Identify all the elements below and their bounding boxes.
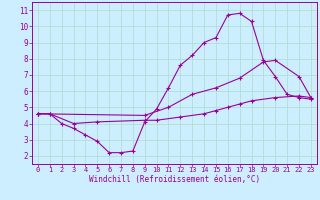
X-axis label: Windchill (Refroidissement éolien,°C): Windchill (Refroidissement éolien,°C) xyxy=(89,175,260,184)
